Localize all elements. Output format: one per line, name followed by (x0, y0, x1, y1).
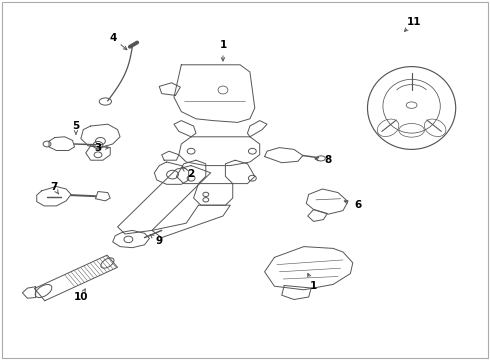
Text: 3: 3 (95, 143, 101, 153)
Text: 6: 6 (354, 200, 361, 210)
Text: 2: 2 (188, 168, 195, 179)
Text: 1: 1 (220, 40, 226, 50)
Text: 9: 9 (156, 236, 163, 246)
Text: 10: 10 (74, 292, 88, 302)
Text: 1: 1 (310, 281, 317, 291)
Text: 11: 11 (407, 17, 421, 27)
Text: 7: 7 (50, 182, 58, 192)
Text: 4: 4 (109, 33, 117, 43)
Text: 5: 5 (73, 121, 79, 131)
Text: 8: 8 (325, 155, 332, 165)
